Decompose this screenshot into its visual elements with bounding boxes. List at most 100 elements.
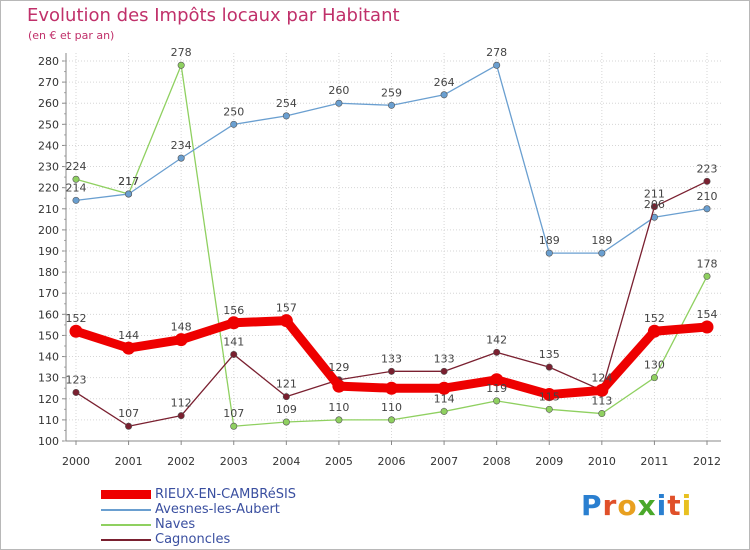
- data-label: 119: [486, 382, 507, 395]
- data-point: [542, 388, 556, 402]
- proxiti-logo: Proxiti: [581, 489, 692, 522]
- data-point: [703, 272, 711, 280]
- y-tick-label: 120: [38, 393, 59, 406]
- data-label: 148: [171, 321, 192, 334]
- data-label: 152: [66, 312, 87, 325]
- logo-letter: t: [667, 489, 682, 522]
- chart-subtitle: (en € et par an): [28, 29, 115, 42]
- data-point: [387, 416, 395, 424]
- data-point: [598, 249, 606, 257]
- data-label: 124: [591, 371, 612, 384]
- x-tick-label: 2007: [430, 455, 458, 468]
- data-point: [72, 175, 80, 183]
- y-tick-label: 170: [38, 287, 59, 300]
- data-label: 142: [486, 333, 507, 346]
- data-label: 107: [223, 407, 244, 420]
- data-label: 133: [381, 352, 402, 365]
- y-tick-label: 280: [38, 55, 59, 68]
- data-point: [703, 177, 711, 185]
- x-tick-label: 2009: [535, 455, 563, 468]
- logo-letter: P: [581, 489, 603, 522]
- data-label: 123: [66, 373, 87, 386]
- y-tick-label: 210: [38, 203, 59, 216]
- data-label: 114: [434, 392, 455, 405]
- data-label: 250: [223, 105, 244, 118]
- y-tick-label: 260: [38, 97, 59, 110]
- data-label: 211: [644, 188, 665, 201]
- legend-item: Cagnoncles: [101, 532, 296, 547]
- legend-item: Avesnes-les-Aubert: [101, 502, 296, 517]
- y-tick-label: 180: [38, 266, 59, 279]
- data-point: [703, 205, 711, 213]
- data-label: 214: [66, 181, 87, 194]
- data-point: [335, 416, 343, 424]
- data-point: [282, 112, 290, 120]
- data-point: [72, 196, 80, 204]
- logo-letter: i: [681, 489, 693, 522]
- data-point: [595, 383, 609, 397]
- x-tick-label: 2008: [483, 455, 511, 468]
- data-label: 112: [171, 397, 192, 410]
- y-tick-label: 200: [38, 224, 59, 237]
- data-label: 234: [171, 139, 192, 152]
- y-tick-label: 160: [38, 308, 59, 321]
- data-label: 121: [276, 378, 297, 391]
- data-point: [598, 410, 606, 418]
- data-label: 189: [539, 234, 560, 247]
- data-point: [650, 374, 658, 382]
- y-tick-label: 250: [38, 118, 59, 131]
- data-label: 217: [118, 175, 139, 188]
- y-tick-label: 130: [38, 372, 59, 385]
- data-label: 141: [223, 335, 244, 348]
- data-label: 130: [644, 359, 665, 372]
- data-point: [437, 381, 451, 395]
- data-label: 109: [276, 403, 297, 416]
- data-label: 278: [171, 46, 192, 59]
- y-tick-label: 270: [38, 76, 59, 89]
- x-tick-label: 2010: [588, 455, 616, 468]
- data-point: [647, 324, 661, 338]
- data-label: 113: [591, 395, 612, 408]
- data-point: [387, 101, 395, 109]
- x-tick-label: 2004: [272, 455, 300, 468]
- y-tick-label: 140: [38, 351, 59, 364]
- legend-swatch: [101, 538, 151, 541]
- data-point: [230, 350, 238, 358]
- data-point: [700, 320, 714, 334]
- data-point: [227, 316, 241, 330]
- data-point: [279, 314, 293, 328]
- y-tick-label: 150: [38, 329, 59, 342]
- x-tick-label: 2001: [115, 455, 143, 468]
- legend: RIEUX-EN-CAMBRéSIS Avesnes-les-Aubert Nave…: [101, 487, 296, 547]
- data-label: 110: [381, 401, 402, 414]
- data-label: 154: [697, 308, 718, 321]
- data-point: [72, 388, 80, 396]
- data-label: 178: [697, 257, 718, 270]
- data-point: [493, 61, 501, 69]
- data-label: 278: [486, 46, 507, 59]
- data-point: [650, 203, 658, 211]
- data-point: [282, 418, 290, 426]
- y-tick-label: 110: [38, 414, 59, 427]
- legend-swatch: [101, 490, 151, 499]
- data-point: [440, 407, 448, 415]
- data-label: 223: [697, 162, 718, 175]
- data-point: [177, 412, 185, 420]
- x-tick-label: 2006: [378, 455, 406, 468]
- data-label: 156: [223, 304, 244, 317]
- x-tick-label: 2005: [325, 455, 353, 468]
- data-point: [69, 324, 83, 338]
- chart-title: Evolution des Impôts locaux par Habitant: [27, 5, 400, 26]
- data-point: [490, 373, 504, 387]
- data-label: 259: [381, 86, 402, 99]
- x-tick-label: 2003: [220, 455, 248, 468]
- legend-swatch: [101, 523, 151, 526]
- y-tick-label: 190: [38, 245, 59, 258]
- legend-label: Cagnoncles: [155, 532, 231, 547]
- data-label: 157: [276, 302, 297, 315]
- data-label: 189: [591, 234, 612, 247]
- y-tick-label: 240: [38, 139, 59, 152]
- data-label: 260: [328, 84, 349, 97]
- logo-letter: x: [637, 489, 657, 522]
- logo-letter: r: [602, 489, 618, 522]
